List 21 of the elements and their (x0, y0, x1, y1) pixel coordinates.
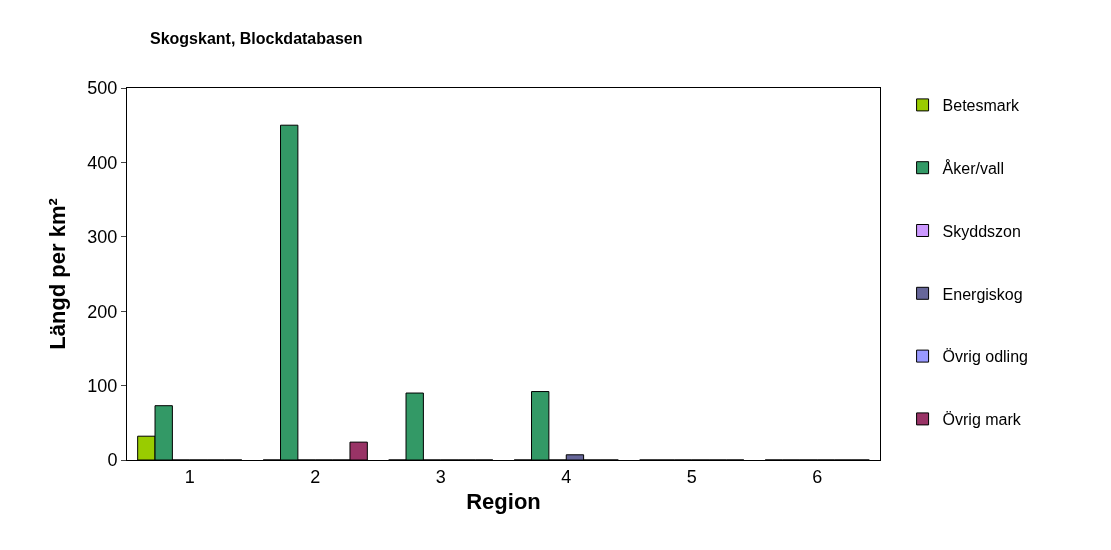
y-tick-label: 0 (107, 450, 118, 471)
y-tick-label: 100 (87, 375, 118, 396)
x-tick-label: 6 (812, 466, 823, 487)
legend-label: Åker/vall (942, 158, 1004, 177)
x-axis-title: Region (466, 489, 541, 515)
y-tick-label: 200 (87, 301, 118, 322)
x-tick-label: 3 (435, 466, 446, 487)
y-tick-label: 300 (87, 227, 118, 248)
y-axis-title: Längd per km² (45, 198, 71, 350)
legend-label: Energiskog (942, 285, 1023, 303)
chart-title: Skogskant, Blockdatabasen (149, 30, 363, 48)
legend-label: Övrig odling (942, 348, 1028, 366)
legend-label: Övrig mark (942, 411, 1022, 429)
x-tick-label: 5 (686, 466, 697, 487)
legend-label: Skyddszon (942, 222, 1021, 240)
y-tick-label: 500 (87, 78, 118, 99)
y-tick-label: 400 (87, 152, 118, 173)
x-tick-label: 2 (310, 466, 321, 487)
x-tick-label: 4 (561, 466, 572, 487)
legend-label: Betesmark (942, 97, 1021, 115)
x-tick-label: 1 (184, 466, 195, 487)
